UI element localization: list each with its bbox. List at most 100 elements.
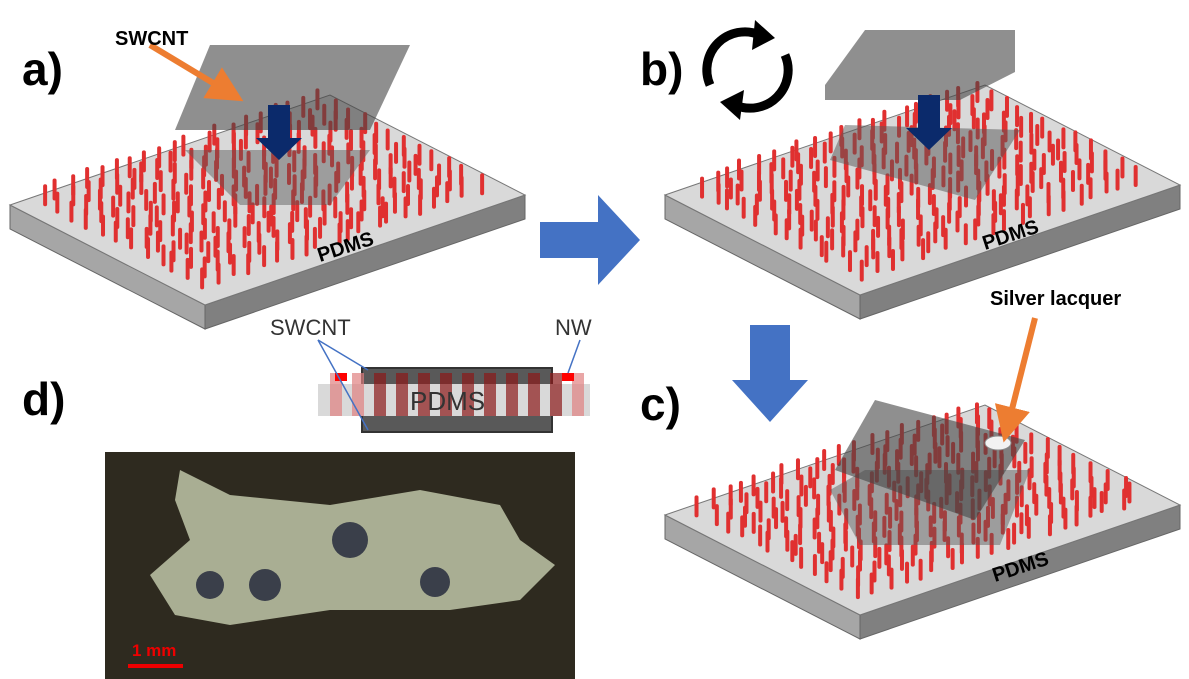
nanowire [223, 200, 227, 222]
nanowire [917, 225, 921, 247]
nanowire [815, 199, 819, 221]
nanowire [1088, 496, 1092, 518]
nanowire [206, 241, 210, 263]
nanowire [1029, 432, 1033, 454]
nanowire [386, 128, 390, 150]
nanowire [169, 251, 173, 273]
nanowire [1039, 167, 1043, 189]
nanowire-cross [352, 373, 364, 416]
nanowire [1122, 488, 1126, 510]
nanowire [1028, 196, 1032, 218]
nanowire [810, 210, 814, 232]
nanowire [417, 144, 421, 166]
nanowire [725, 166, 729, 188]
nanowire [407, 161, 411, 183]
nanowire [208, 131, 212, 153]
nanowire [1100, 491, 1104, 513]
nanowire-tip [562, 373, 574, 381]
nanowire [318, 217, 322, 239]
nanowire [831, 206, 835, 228]
nanowire [189, 159, 193, 181]
nanowire [812, 477, 816, 499]
nanowire [323, 204, 327, 226]
nanowire [1019, 141, 1023, 163]
nanowire [257, 233, 261, 255]
nanowire [729, 177, 733, 199]
nanowire [740, 170, 744, 192]
nanowire [796, 458, 800, 480]
nanowire [1034, 494, 1038, 516]
nanowire [964, 223, 968, 245]
nanowire [860, 206, 864, 228]
nanowire [43, 184, 47, 206]
nanowire [726, 512, 730, 534]
nanowire [178, 228, 182, 250]
nanowire [865, 245, 869, 267]
nanowire [131, 178, 135, 200]
nanowire [1116, 169, 1120, 191]
nanowire [794, 534, 798, 556]
nanowire [185, 233, 189, 255]
flow-arrow [540, 195, 640, 285]
nanowire [839, 569, 843, 591]
nanowire [445, 181, 449, 203]
annotation-arrow [1008, 318, 1035, 425]
nanowire [752, 512, 756, 534]
nanowire [176, 191, 180, 213]
nanowire [1056, 138, 1060, 160]
nanowire [856, 577, 860, 599]
nanowire [779, 477, 783, 499]
nanowire-cross [550, 373, 562, 416]
nanowire [111, 196, 115, 218]
nanowire [1047, 194, 1051, 216]
panel-label: d) [22, 373, 65, 425]
nanowire [378, 206, 382, 228]
nanowire [785, 489, 789, 511]
nanowire [798, 523, 802, 545]
nanowire [290, 238, 294, 260]
nanowire [952, 109, 956, 131]
nanowire [715, 504, 719, 526]
nanowire [1051, 144, 1055, 166]
nanowire [432, 187, 436, 209]
nanowire [118, 185, 122, 207]
nanowire [159, 170, 163, 192]
nanowire [700, 177, 704, 199]
nanowire [1048, 514, 1052, 536]
nanowire [373, 158, 377, 180]
nanowire [1019, 116, 1023, 138]
annotation: Silver lacquer [990, 288, 1121, 310]
nanowire [753, 205, 757, 227]
nanowire [900, 549, 904, 571]
nanowire [305, 235, 309, 257]
nanowire [752, 474, 756, 496]
nanowire [1015, 154, 1019, 176]
nanowire [1063, 151, 1067, 173]
nanowire [212, 211, 216, 233]
nanowire [919, 559, 923, 581]
nanowire [169, 151, 173, 173]
nanowire [973, 218, 977, 240]
nanowire [736, 184, 740, 206]
nanowire [356, 211, 360, 233]
nanowire [1075, 505, 1079, 527]
panel-label: a) [22, 43, 63, 95]
nanowire [1015, 105, 1019, 127]
nanowire [781, 157, 785, 179]
nanowire [126, 191, 130, 213]
nanowire [820, 235, 824, 257]
cycle-arrowhead [720, 90, 744, 120]
nanowire [850, 546, 854, 568]
nanowire [171, 179, 175, 201]
nanowire [1027, 517, 1031, 539]
nw-label: NW [555, 315, 592, 340]
nanowire [376, 183, 380, 205]
nanowire [855, 168, 859, 190]
nanowire [820, 542, 824, 564]
nanowire [876, 216, 880, 238]
nanowire [813, 554, 817, 576]
nanowire [460, 176, 464, 198]
nanowire [900, 239, 904, 261]
nanowire [1035, 124, 1039, 146]
nanowire [1080, 184, 1084, 206]
